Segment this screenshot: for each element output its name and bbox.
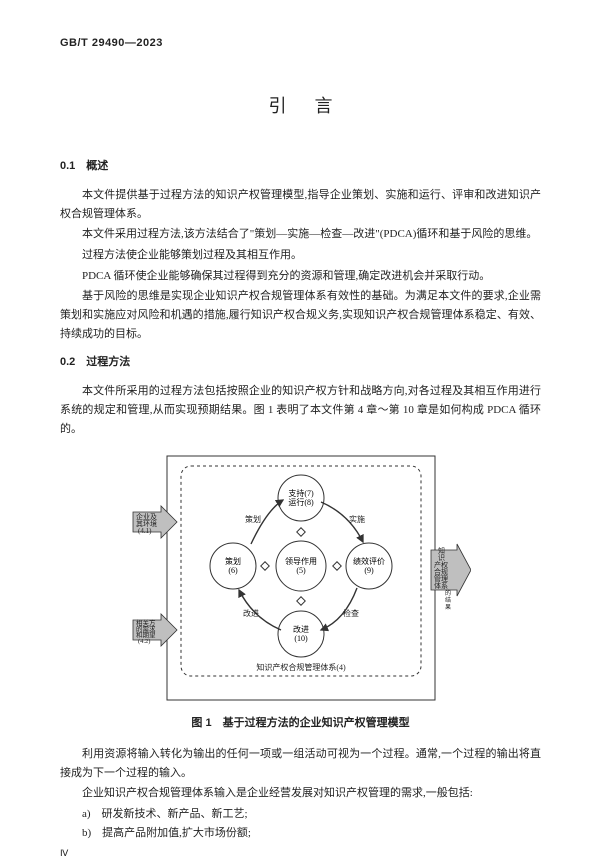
node-top-l2: 运行(8) <box>288 497 314 507</box>
node-left-l2: (6) <box>228 566 238 575</box>
para-0-1-2: 本文件采用过程方法,该方法结合了"策划—实施—检查—改进"(PDCA)循环和基于… <box>60 225 541 244</box>
svg-text:的: 的 <box>445 589 451 597</box>
lbl-check: 检查 <box>343 608 359 618</box>
svg-text:结: 结 <box>445 596 451 604</box>
section-0-1-heading: 0.1 概述 <box>60 157 541 176</box>
node-center-l2: (5) <box>296 566 306 575</box>
after-p1: 利用资源将输入转化为输出的任何一项或一组活动可视为一个过程。通常,一个过程的输出… <box>60 745 541 782</box>
para-0-2-1: 本文件所采用的过程方法包括按照企业的知识产权方针和战略方向,对各过程及其相互作用… <box>60 382 541 438</box>
section-0-2-heading: 0.2 过程方法 <box>60 353 541 372</box>
page-title: 引言 <box>88 91 541 122</box>
left-top-l3: (4.1) <box>138 527 152 535</box>
list-item-b: b) 提高产品附加值,扩大市场份额; <box>60 824 541 843</box>
node-top-l1: 支持(7) <box>288 488 314 498</box>
svg-text:体系: 体系 <box>434 581 448 590</box>
node-bottom-l2: (10) <box>294 634 308 643</box>
para-0-1-5: 基于风险的思维是实现企业知识产权合规管理体系有效性的基础。为满足本文件的要求,企… <box>60 287 541 343</box>
para-0-1-3: 过程方法使企业能够策划过程及其相互作用。 <box>60 246 541 265</box>
node-right-l1: 绩效评价 <box>353 556 385 566</box>
node-bottom-l1: 改进 <box>293 624 309 634</box>
node-left-l1: 策划 <box>225 556 241 566</box>
para-0-1-4: PDCA 循环使企业能够确保其过程得到充分的资源和管理,确定改进机会并采取行动。 <box>60 267 541 286</box>
para-0-1-1: 本文件提供基于过程方法的知识产权管理模型,指导企业策划、实施和运行、评审和改进知… <box>60 186 541 223</box>
diagram-footer: 知识产权合规管理体系(4) <box>256 662 346 672</box>
figure-caption: 图 1 基于过程方法的企业知识产权管理模型 <box>60 714 541 733</box>
svg-text:果: 果 <box>445 604 451 611</box>
lbl-plan: 策划 <box>245 514 261 524</box>
page-number: Ⅳ <box>60 846 541 861</box>
list-item-a: a) 研发新技术、新产品、新工艺; <box>60 805 541 824</box>
node-right-l2: (9) <box>364 566 374 575</box>
node-center-l1: 领导作用 <box>285 556 317 566</box>
lbl-act: 改进 <box>243 608 259 618</box>
standard-code: GB/T 29490—2023 <box>60 34 541 53</box>
pdca-diagram: 企业及 其环境 (4.1) 相关方 的需求 和期望 (4.2) 知 识 产权 合… <box>131 450 471 706</box>
lbl-do: 实施 <box>349 514 365 524</box>
left-bot-l4: (4.2) <box>138 638 150 645</box>
after-p2: 企业知识产权合规管理体系输入是企业经营发展对知识产权管理的需求,一般包括: <box>60 784 541 803</box>
